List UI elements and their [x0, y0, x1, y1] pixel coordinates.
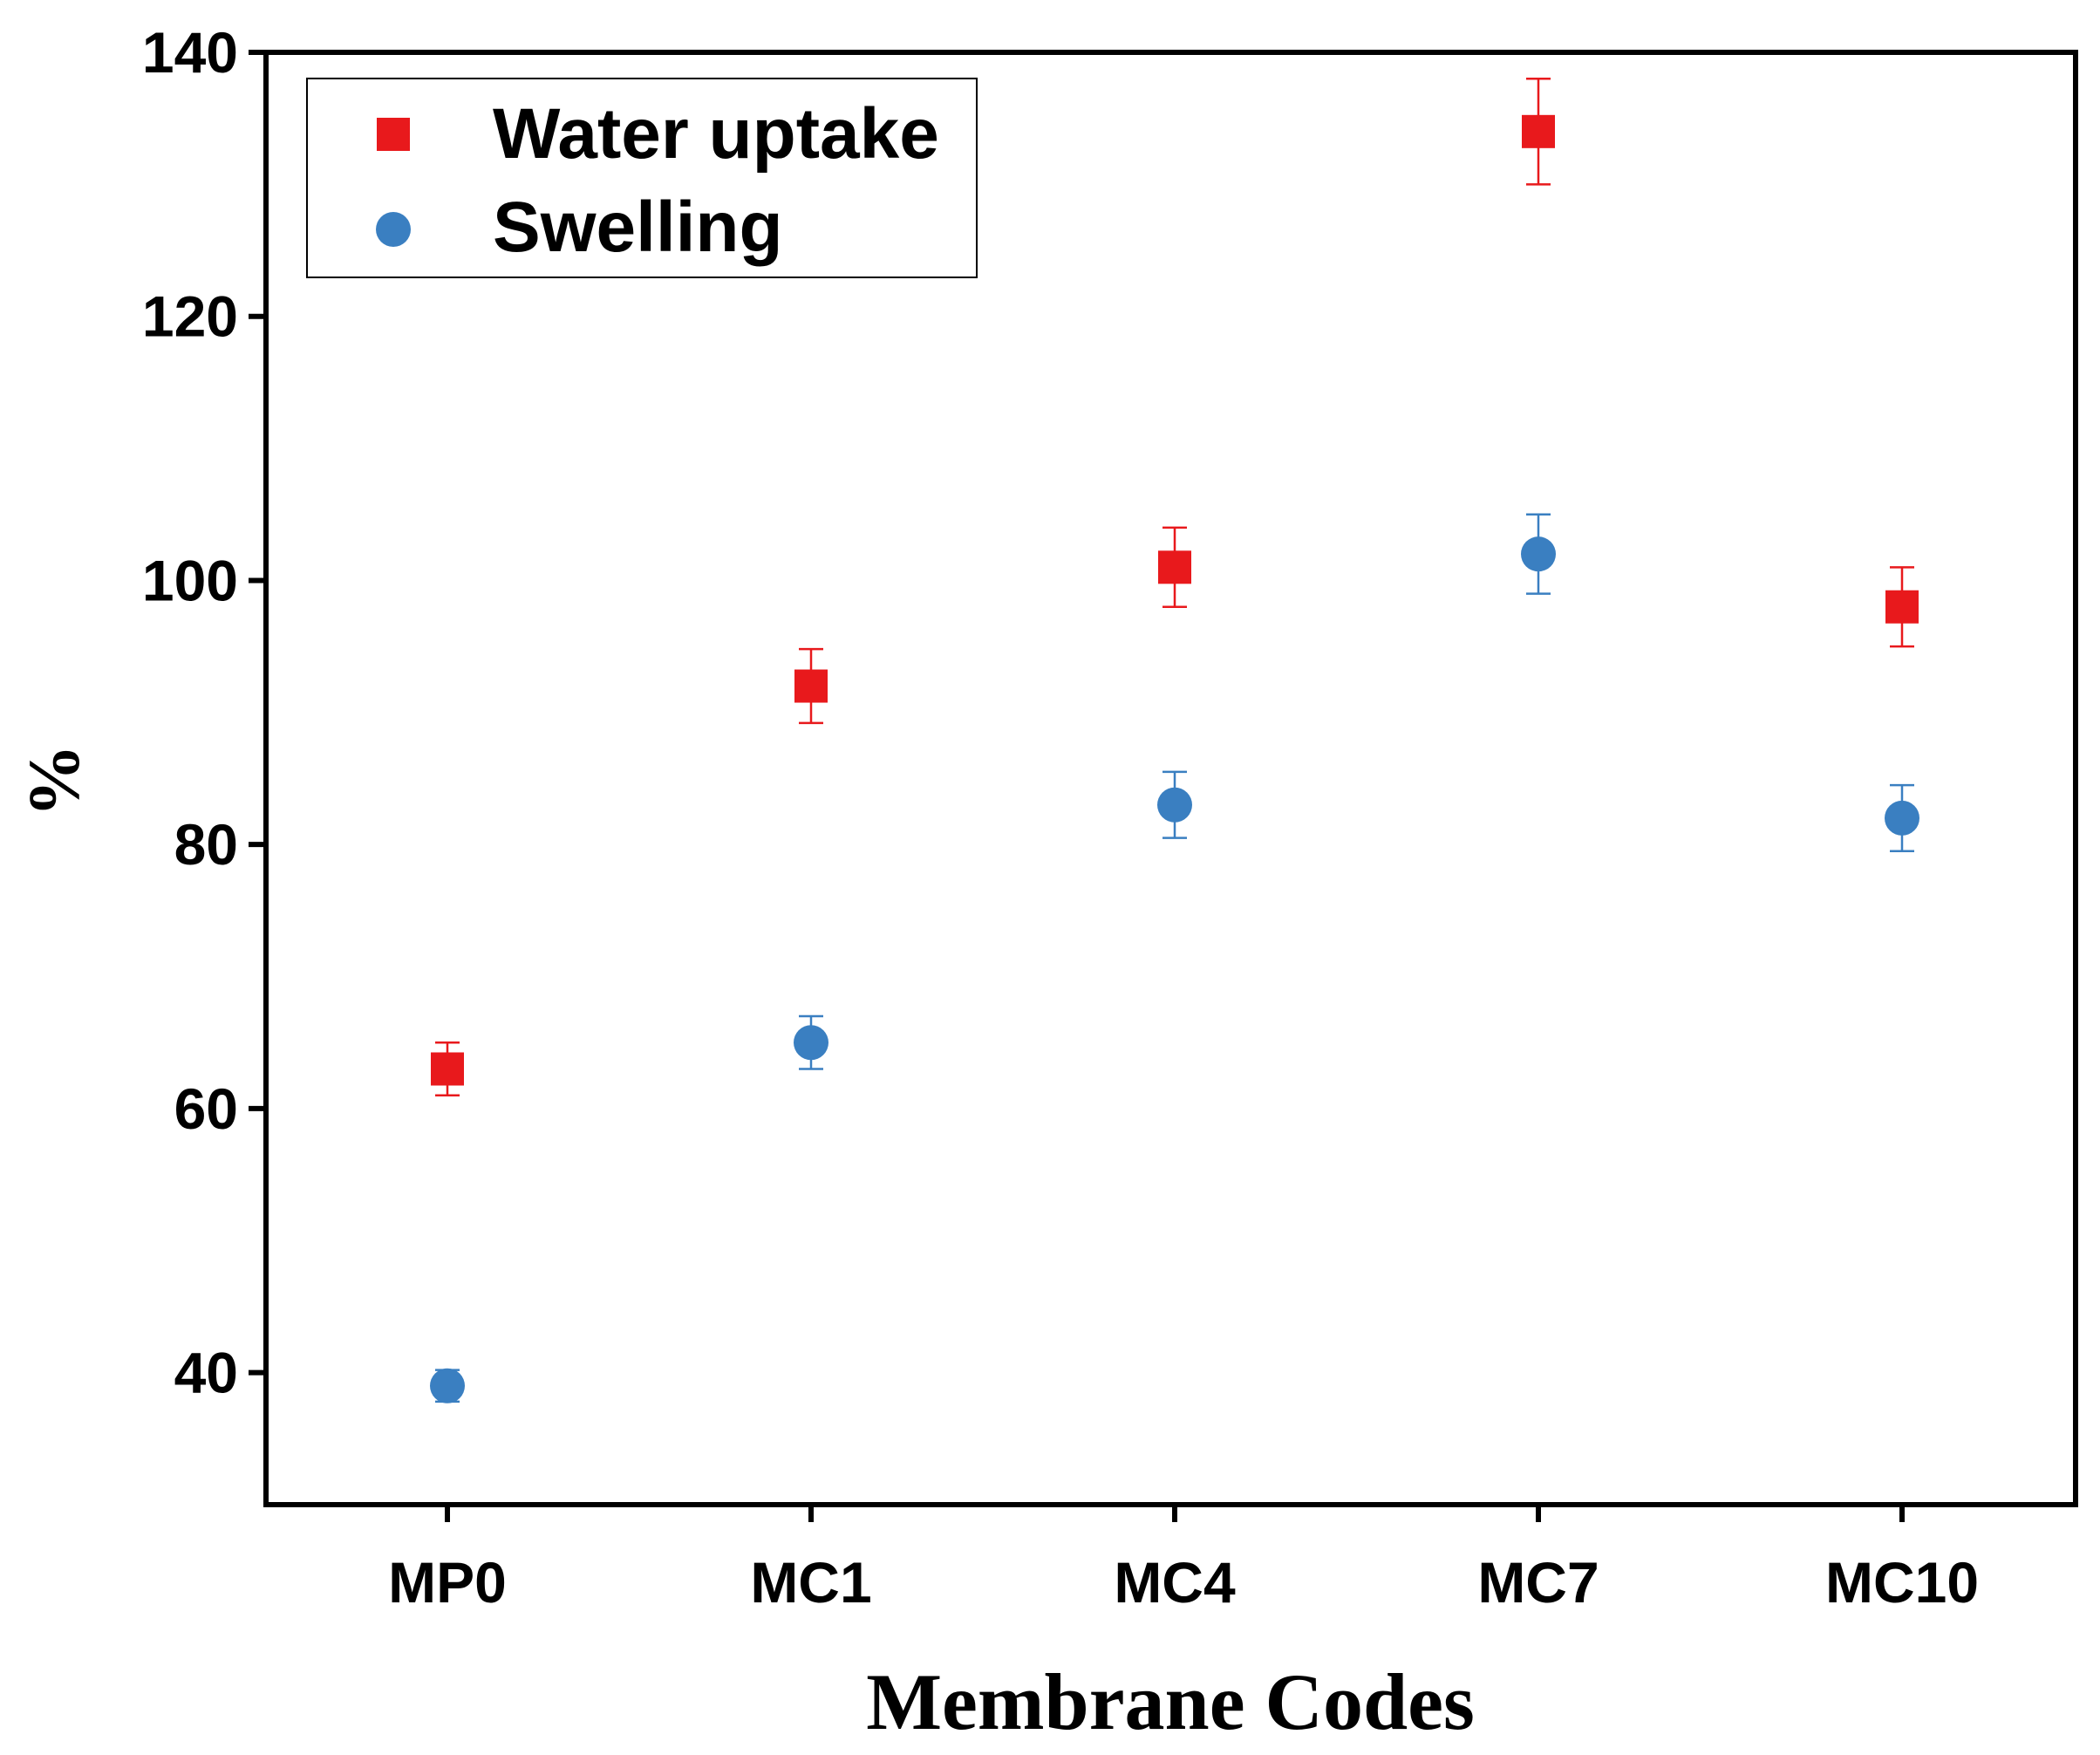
y-tick-label: 120 — [142, 284, 238, 349]
data-series — [430, 78, 1919, 1403]
data-point-water-uptake — [431, 1052, 464, 1086]
legend-box — [306, 78, 978, 278]
legend-label-water-uptake: Water uptake — [493, 94, 939, 174]
data-point-water-uptake — [1158, 550, 1191, 584]
x-tick-label: MC4 — [1114, 1550, 1236, 1615]
x-axis-title: Membrane Codes — [866, 1657, 1475, 1746]
legend: Water uptake Swelling — [306, 78, 978, 278]
data-point-water-uptake — [794, 669, 828, 703]
data-point-water-uptake — [1522, 114, 1555, 148]
data-point-swelling — [794, 1025, 828, 1061]
y-axis: 40 60 80 100 120 140 — [142, 20, 266, 1405]
data-point-swelling — [1157, 787, 1192, 823]
y-tick-label: 80 — [174, 812, 238, 877]
y-tick-label: 40 — [174, 1341, 238, 1405]
legend-marker-swelling — [376, 212, 411, 247]
y-tick-label: 100 — [142, 548, 238, 612]
x-axis: MP0 MC1 MC4 MC7 MC10 — [388, 1505, 1979, 1615]
series-swelling — [430, 513, 1919, 1403]
y-tick-label: 140 — [142, 20, 238, 85]
series-water-uptake — [431, 78, 1919, 1097]
plot-area-frame — [263, 50, 2078, 1507]
legend-marker-water-uptake — [377, 118, 410, 151]
x-tick-label: MC1 — [750, 1550, 871, 1615]
x-tick-label: MP0 — [388, 1550, 507, 1615]
data-point-swelling — [1521, 536, 1556, 572]
x-tick-label: MC7 — [1477, 1550, 1599, 1615]
data-point-swelling — [1885, 800, 1919, 836]
legend-label-swelling: Swelling — [493, 188, 783, 267]
data-point-water-uptake — [1885, 590, 1919, 624]
x-tick-label: MC10 — [1825, 1550, 1979, 1615]
y-axis-title: % — [14, 744, 95, 817]
y-tick-label: 60 — [174, 1076, 238, 1141]
data-point-swelling — [430, 1368, 465, 1403]
